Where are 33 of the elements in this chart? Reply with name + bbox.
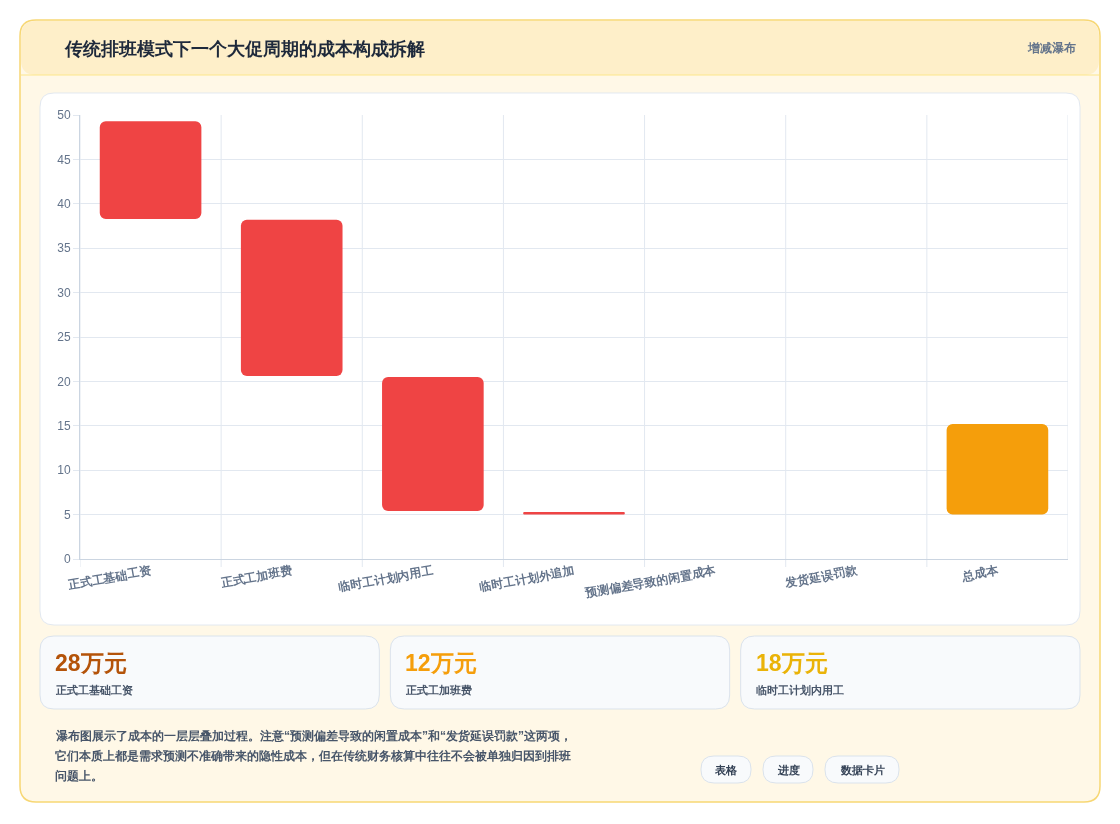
text: 12万元 [405,650,477,676]
text: 18万元 [756,650,828,676]
y-tick-label: 30 [57,285,71,300]
y-tick-label: 10 [57,463,71,478]
y-tick-label: 5 [63,507,71,522]
x-tick-label: 临时工计划外追加 [478,563,576,594]
bar [382,376,484,512]
chart-title: 传统排班模式下一个大促周期的成本构成拆解 [64,39,425,59]
bar [240,219,343,377]
category-label: 正式工加班费 [405,684,472,696]
y-tick-label: 50 [57,108,71,123]
x-tick-label: 预测偏差导致的闲置成本 [583,563,718,601]
text: 表格 [714,764,738,776]
y-tick-label: 25 [57,330,71,345]
x-tick-label: 总成本 [960,563,1000,584]
y-tick-label: 35 [57,241,71,256]
y-tick-label: 15 [57,419,71,433]
bar [946,424,1049,515]
text: 进度 [777,764,800,776]
chart-subtitle: 增减瀑布 [1027,41,1076,55]
x-tick-label: 临时工计划内用工 [337,563,435,594]
bar [523,511,625,515]
text: 数据卡片 [840,764,885,776]
text: 28万元 [55,650,127,676]
y-tick-label: 45 [57,152,71,167]
y-tick-label: 20 [57,374,71,389]
category-label: 正式工基础工资 [55,684,133,696]
x-tick-label: 发货延误罚款 [783,563,859,590]
bar [99,121,202,219]
x-tick-label: 正式工加班费 [218,563,294,590]
y-tick-label: 40 [57,197,71,211]
category-label: 临时工计划内用工 [756,684,844,696]
text: 瀑布图展示了成本的一层层叠加过程。注意“预测偏差导致的闲置成本”和“发货延误罚款”这两项，它们本质上都是需求预测不准确带来的隐性成本，但在传统财务核算中往往不会被单独归因到排班问题上。 [55,729,572,783]
